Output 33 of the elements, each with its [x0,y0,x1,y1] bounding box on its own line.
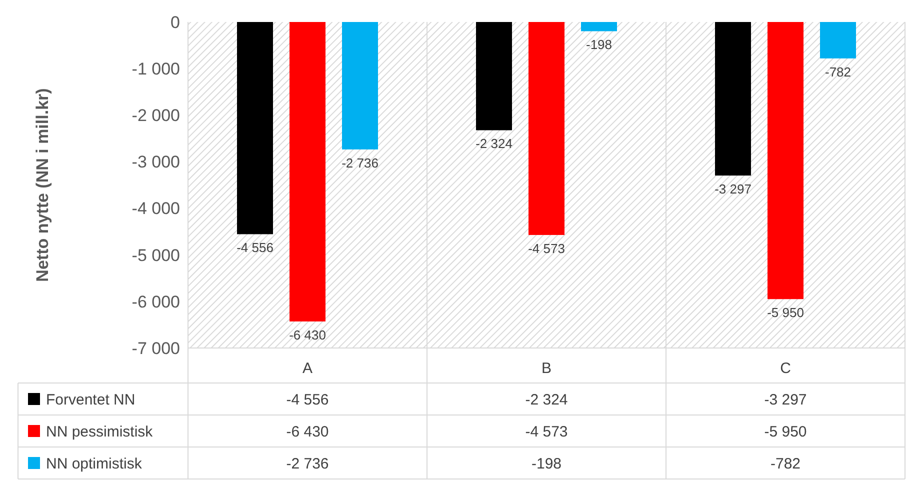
text: -6 430 [289,327,326,342]
data-label: -6 430 [286,423,329,440]
data-label: -4 573 [525,423,568,440]
y-tick-label: -7 000 [132,338,180,358]
text: -3 297 [714,182,752,197]
legend-label: NN optimistisk [46,455,142,472]
y-tick-label: -2 000 [132,106,180,126]
text: -4 573 [528,240,565,256]
text: -5 950 [767,305,804,320]
data-label: -2 736 [286,455,329,472]
x-tick-label: C [780,360,792,377]
y-axis-title: Netto nytte (NN i mill.kr) [33,88,52,282]
data-label: -3 297 [764,391,807,408]
y-tick-label: -6 000 [132,292,180,312]
data-label: -2 324 [525,391,568,408]
x-tick-label: A [302,360,313,377]
data-label: -782 [770,455,801,472]
y-tick-label: 0 [170,12,180,32]
data-label: -5 950 [764,423,807,440]
text: -2 736 [342,155,378,170]
data-label: -198 [531,455,562,472]
legend-label: NN pessimistisk [46,423,154,440]
y-tick-label: -3 000 [132,152,180,172]
legend-label: Forventet NN [46,391,136,408]
text: -782 [824,64,852,80]
y-tick-label: -1 000 [132,60,180,79]
data-label: -4 556 [286,391,329,408]
y-tick-label: -5 000 [132,246,180,265]
text: -2 324 [476,136,512,152]
y-tick-label: -4 000 [132,199,180,218]
text: -198 [586,37,612,52]
x-tick-label: B [541,360,552,377]
text: -4 556 [236,240,274,256]
